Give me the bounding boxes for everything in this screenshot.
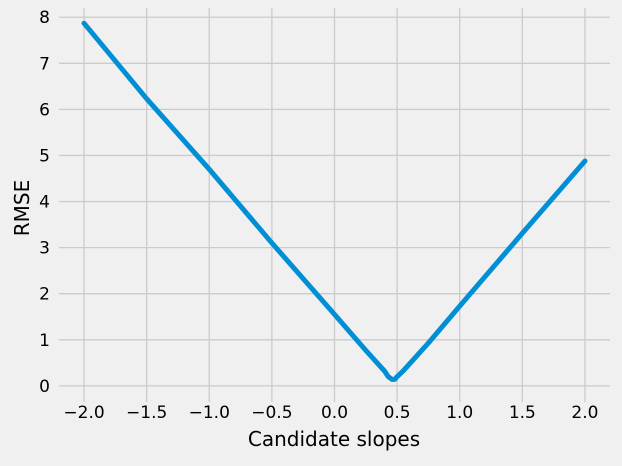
x-tick-label: −1.5	[126, 403, 167, 423]
y-tick-label: 6	[39, 100, 50, 120]
y-tick-label: 2	[39, 285, 50, 305]
y-tick-label: 1	[39, 331, 50, 351]
series-line-0	[81, 20, 588, 382]
y-tick-labels: 0 1 2 3 4 5 6 7 8	[39, 8, 50, 397]
y-tick-label: 4	[39, 193, 50, 213]
y-tick-label: 0	[39, 377, 50, 397]
x-tick-labels: −2.0 −1.5 −1.0 −0.5 0.0 0.5 1.0 1.5 2.0	[63, 403, 598, 423]
x-tick-label: −1.0	[189, 403, 230, 423]
series-layer	[81, 20, 588, 382]
x-tick-label: 0.5	[384, 403, 411, 423]
x-tick-label: −0.5	[251, 403, 292, 423]
y-tick-label: 7	[39, 54, 50, 74]
x-tick-label: 2.0	[571, 403, 598, 423]
y-tick-label: 5	[39, 146, 50, 166]
x-tick-label: 0.0	[321, 403, 348, 423]
x-tick-label: 1.0	[446, 403, 473, 423]
y-axis-label: RMSE	[10, 180, 34, 236]
y-tick-label: 3	[39, 239, 50, 259]
x-axis-label: Candidate slopes	[248, 427, 420, 451]
grid	[59, 8, 610, 402]
x-tick-label: 1.5	[509, 403, 536, 423]
x-tick-label: −2.0	[63, 403, 104, 423]
y-tick-label: 8	[39, 8, 50, 28]
